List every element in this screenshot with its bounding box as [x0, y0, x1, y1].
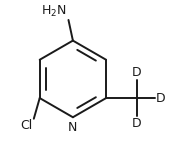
Text: Cl: Cl: [20, 120, 32, 132]
Text: $\mathregular{H_2N}$: $\mathregular{H_2N}$: [41, 4, 67, 19]
Text: D: D: [132, 117, 142, 130]
Text: D: D: [156, 92, 165, 105]
Text: N: N: [68, 121, 78, 134]
Text: D: D: [132, 66, 142, 79]
